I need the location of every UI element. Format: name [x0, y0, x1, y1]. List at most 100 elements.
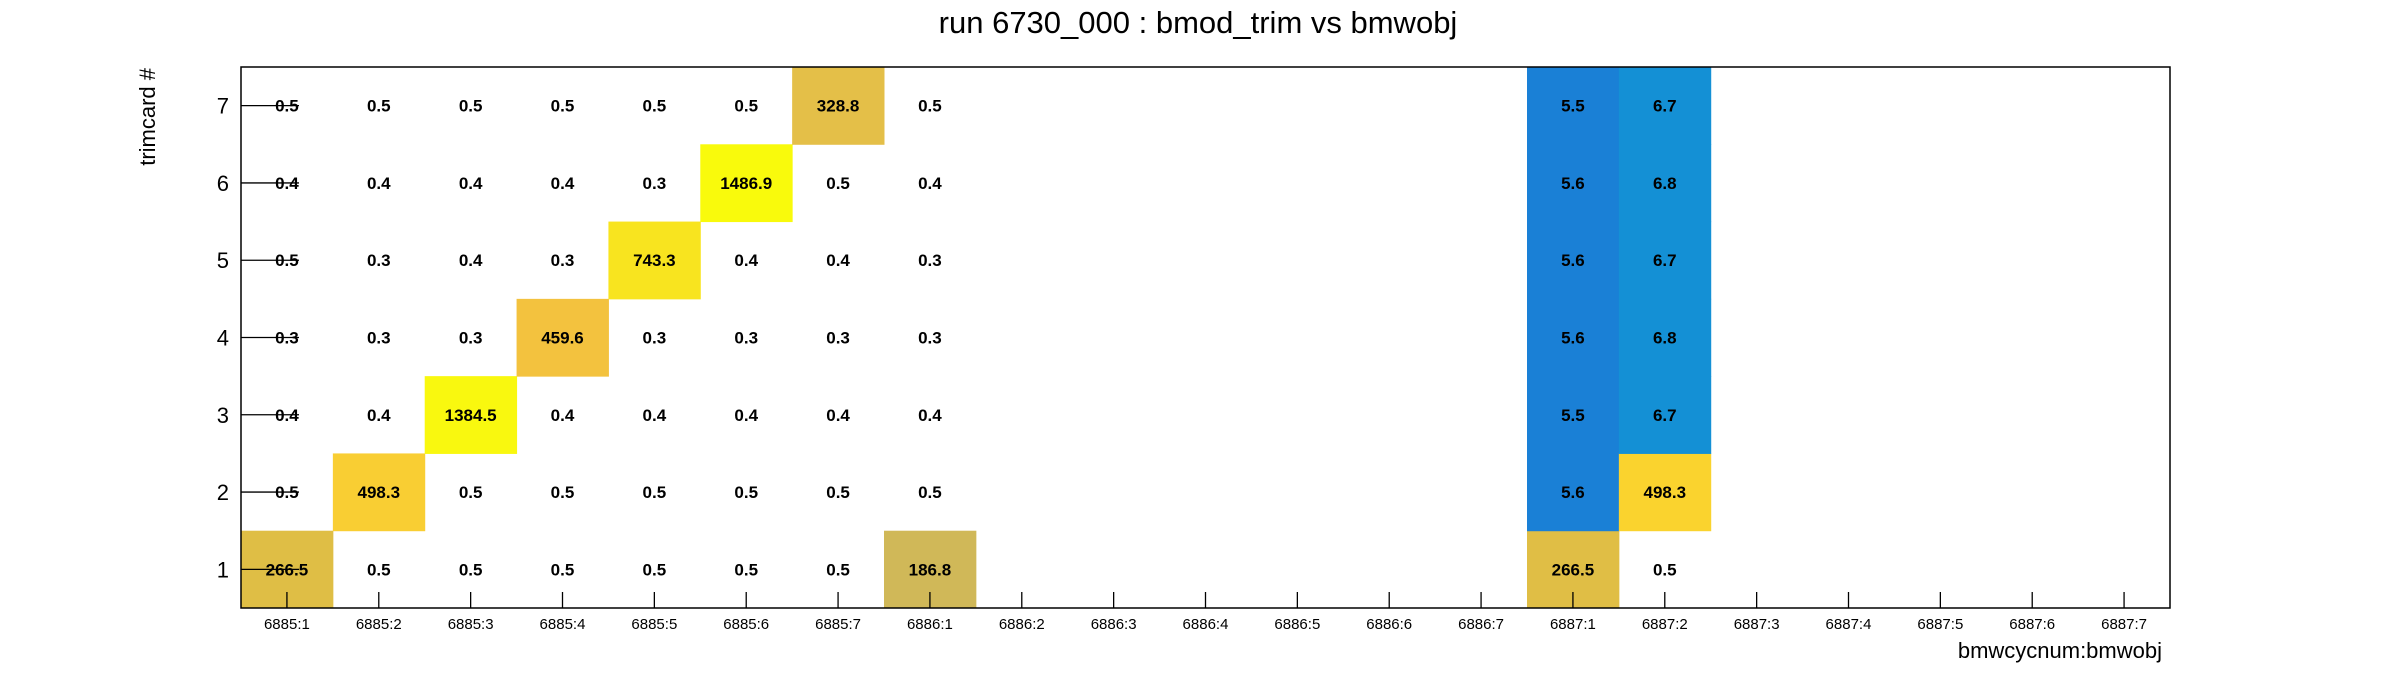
x-tick-label: 6886:5 — [1274, 616, 1320, 633]
cell-label: 0.4 — [918, 406, 942, 425]
cell-label: 0.4 — [275, 406, 299, 425]
cell-label: 0.3 — [367, 329, 391, 348]
cell-label: 1486.9 — [720, 174, 772, 193]
heatmap-cell — [1527, 144, 1620, 223]
x-tick-label: 6886:3 — [1091, 616, 1137, 633]
cell-label: 0.4 — [826, 251, 850, 270]
cell-label: 0.5 — [459, 97, 483, 116]
heatmap-cell — [1618, 298, 1712, 377]
x-tick-label: 6886:2 — [999, 616, 1045, 633]
x-tick-label: 6887:7 — [2101, 616, 2147, 633]
cell-label: 0.5 — [367, 97, 391, 116]
cell-label: 5.5 — [1561, 406, 1585, 425]
heatmap-cell — [1618, 144, 1712, 223]
cell-label: 0.4 — [459, 251, 483, 270]
heatmap-cell — [792, 67, 885, 145]
cell-label: 0.5 — [826, 560, 850, 579]
cell-label: 266.5 — [266, 560, 309, 579]
y-tick-label: 5 — [217, 248, 229, 273]
cell-label: 0.3 — [367, 251, 391, 270]
cell-label: 459.6 — [541, 329, 584, 348]
y-tick-label: 4 — [217, 326, 229, 351]
cell-label: 6.7 — [1653, 251, 1677, 270]
cell-label: 0.5 — [734, 483, 758, 502]
cell-label: 0.5 — [643, 97, 667, 116]
cell-label: 0.4 — [551, 406, 575, 425]
cell-label: 6.8 — [1653, 329, 1677, 348]
cell-label: 0.3 — [918, 329, 942, 348]
cell-label: 0.4 — [367, 174, 391, 193]
cell-labels: 266.5 0.5 0.4 0.3 0.5 0.4 0.5 0.5 498.3 0.4 0.3 0.3… — [266, 97, 1686, 580]
cell-label: 0.5 — [1653, 560, 1677, 579]
cell-label: 266.5 — [1552, 560, 1595, 579]
cell-label: 186.8 — [909, 560, 952, 579]
heatmap-cell — [1618, 67, 1712, 145]
cell-label: 6.7 — [1653, 406, 1677, 425]
cell-label: 498.3 — [1644, 483, 1687, 502]
cell-label: 0.3 — [643, 174, 667, 193]
cell-label: 5.5 — [1561, 97, 1585, 116]
cell-label: 0.5 — [643, 560, 667, 579]
x-tick-label: 6885:5 — [631, 616, 677, 633]
cell-label: 1384.5 — [445, 406, 497, 425]
cell-label: 0.4 — [459, 174, 483, 193]
cell-label: 0.4 — [367, 406, 391, 425]
x-tick-label: 6887:5 — [1917, 616, 1963, 633]
y-axis-label: trimcard # — [135, 67, 160, 166]
cell-label: 0.5 — [734, 560, 758, 579]
heatmap-cell — [1618, 376, 1712, 454]
cell-label: 0.5 — [826, 174, 850, 193]
cell-label: 0.3 — [826, 329, 850, 348]
x-tick-label: 6887:6 — [2009, 616, 2055, 633]
cell-label: 0.4 — [643, 406, 667, 425]
cell-label: 0.5 — [734, 97, 758, 116]
x-tick-label: 6887:2 — [1642, 616, 1688, 633]
heatmap-cell — [1527, 221, 1620, 300]
cell-label: 0.3 — [734, 329, 758, 348]
y-tick-label: 1 — [217, 557, 229, 582]
y-tick-label: 3 — [217, 403, 229, 428]
cell-label: 6.7 — [1653, 97, 1677, 116]
x-tick-label: 6885:3 — [448, 616, 494, 633]
cell-label: 0.5 — [367, 560, 391, 579]
x-tick-label: 6887:4 — [1826, 616, 1872, 633]
x-tick-label: 6887:3 — [1734, 616, 1780, 633]
heatmap-cell — [332, 453, 426, 532]
heatmap-cell — [1527, 67, 1620, 145]
cell-label: 0.5 — [826, 483, 850, 502]
x-tick-label: 6885:1 — [264, 616, 310, 633]
heatmap-cell — [608, 221, 701, 300]
cell-label: 0.4 — [734, 251, 758, 270]
heatmap-cell — [1618, 221, 1712, 300]
x-axis-label: bmwcycnum:bmwobj — [1958, 638, 2162, 663]
cell-label: 0.5 — [643, 483, 667, 502]
cell-label: 0.5 — [551, 560, 575, 579]
heatmap-cell — [1618, 453, 1712, 532]
cell-label: 0.5 — [275, 97, 299, 116]
axis-ticks: 6885:1 6885:2 6885:3 6885:4 6885:5 6885:6 6885… — [217, 94, 2147, 633]
cell-label: 6.8 — [1653, 174, 1677, 193]
cell-label: 0.5 — [918, 483, 942, 502]
heatmap-cell — [700, 144, 793, 223]
y-tick-label: 6 — [217, 171, 229, 196]
heatmap-cell — [516, 298, 609, 377]
cell-label: 0.3 — [459, 329, 483, 348]
y-tick-label: 7 — [217, 94, 229, 119]
cell-label: 743.3 — [633, 251, 676, 270]
heatmap-cell — [1527, 298, 1620, 377]
cell-label: 0.4 — [551, 174, 575, 193]
heatmap-cell — [1527, 376, 1620, 454]
cell-label: 0.4 — [734, 406, 758, 425]
x-tick-label: 6885:2 — [356, 616, 402, 633]
heatmap-cell — [424, 376, 518, 454]
cell-label: 0.3 — [551, 251, 575, 270]
cell-label: 0.5 — [459, 483, 483, 502]
cell-label: 0.5 — [275, 251, 299, 270]
x-tick-label: 6887:1 — [1550, 616, 1596, 633]
x-tick-label: 6886:1 — [907, 616, 953, 633]
cell-label: 0.4 — [275, 174, 299, 193]
chart-title: run 6730_000 : bmod_trim vs bmwobj — [939, 5, 1458, 40]
cell-label: 0.5 — [459, 560, 483, 579]
